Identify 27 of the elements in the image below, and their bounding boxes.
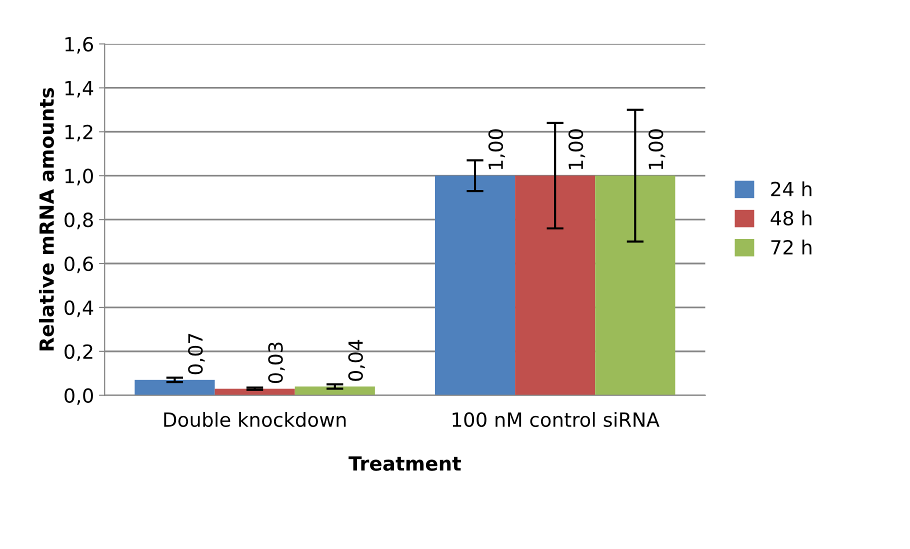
data-label: 0,07 — [188, 334, 205, 374]
legend-label: 24 h — [771, 181, 812, 196]
bar — [294, 386, 375, 396]
y-tick-label: 0,8 — [64, 212, 93, 230]
y-tick-label: 0,0 — [64, 388, 93, 405]
bar — [515, 176, 596, 396]
legend-label: 48 h — [770, 210, 812, 226]
data-label: 1,00 — [488, 129, 506, 170]
y-tick-label: 0,6 — [64, 256, 94, 274]
x-tick-label: 100 nM control siRNA — [452, 412, 660, 427]
bar — [434, 176, 516, 396]
bar — [595, 176, 676, 396]
y-tick-label: 1,6 — [65, 36, 94, 54]
y-axis-title: Relative mRNA amounts — [38, 88, 54, 350]
bar — [134, 380, 215, 396]
y-tick-label: 1,2 — [65, 124, 92, 142]
legend-label: 72 h — [771, 240, 812, 254]
y-tick-label: 0,2 — [64, 344, 92, 362]
y-tick-label: 1,0 — [65, 168, 93, 186]
data-label: 0,04 — [348, 340, 365, 381]
data-label: 1,00 — [648, 129, 666, 170]
y-tick-label: 1,4 — [65, 81, 94, 98]
y-tick-label: 0,4 — [64, 300, 94, 318]
data-label: 0,03 — [268, 342, 285, 384]
x-axis-title: Treatment — [348, 456, 461, 471]
data-label: 1,00 — [568, 129, 586, 170]
x-tick-label: Double knockdown — [164, 412, 346, 427]
